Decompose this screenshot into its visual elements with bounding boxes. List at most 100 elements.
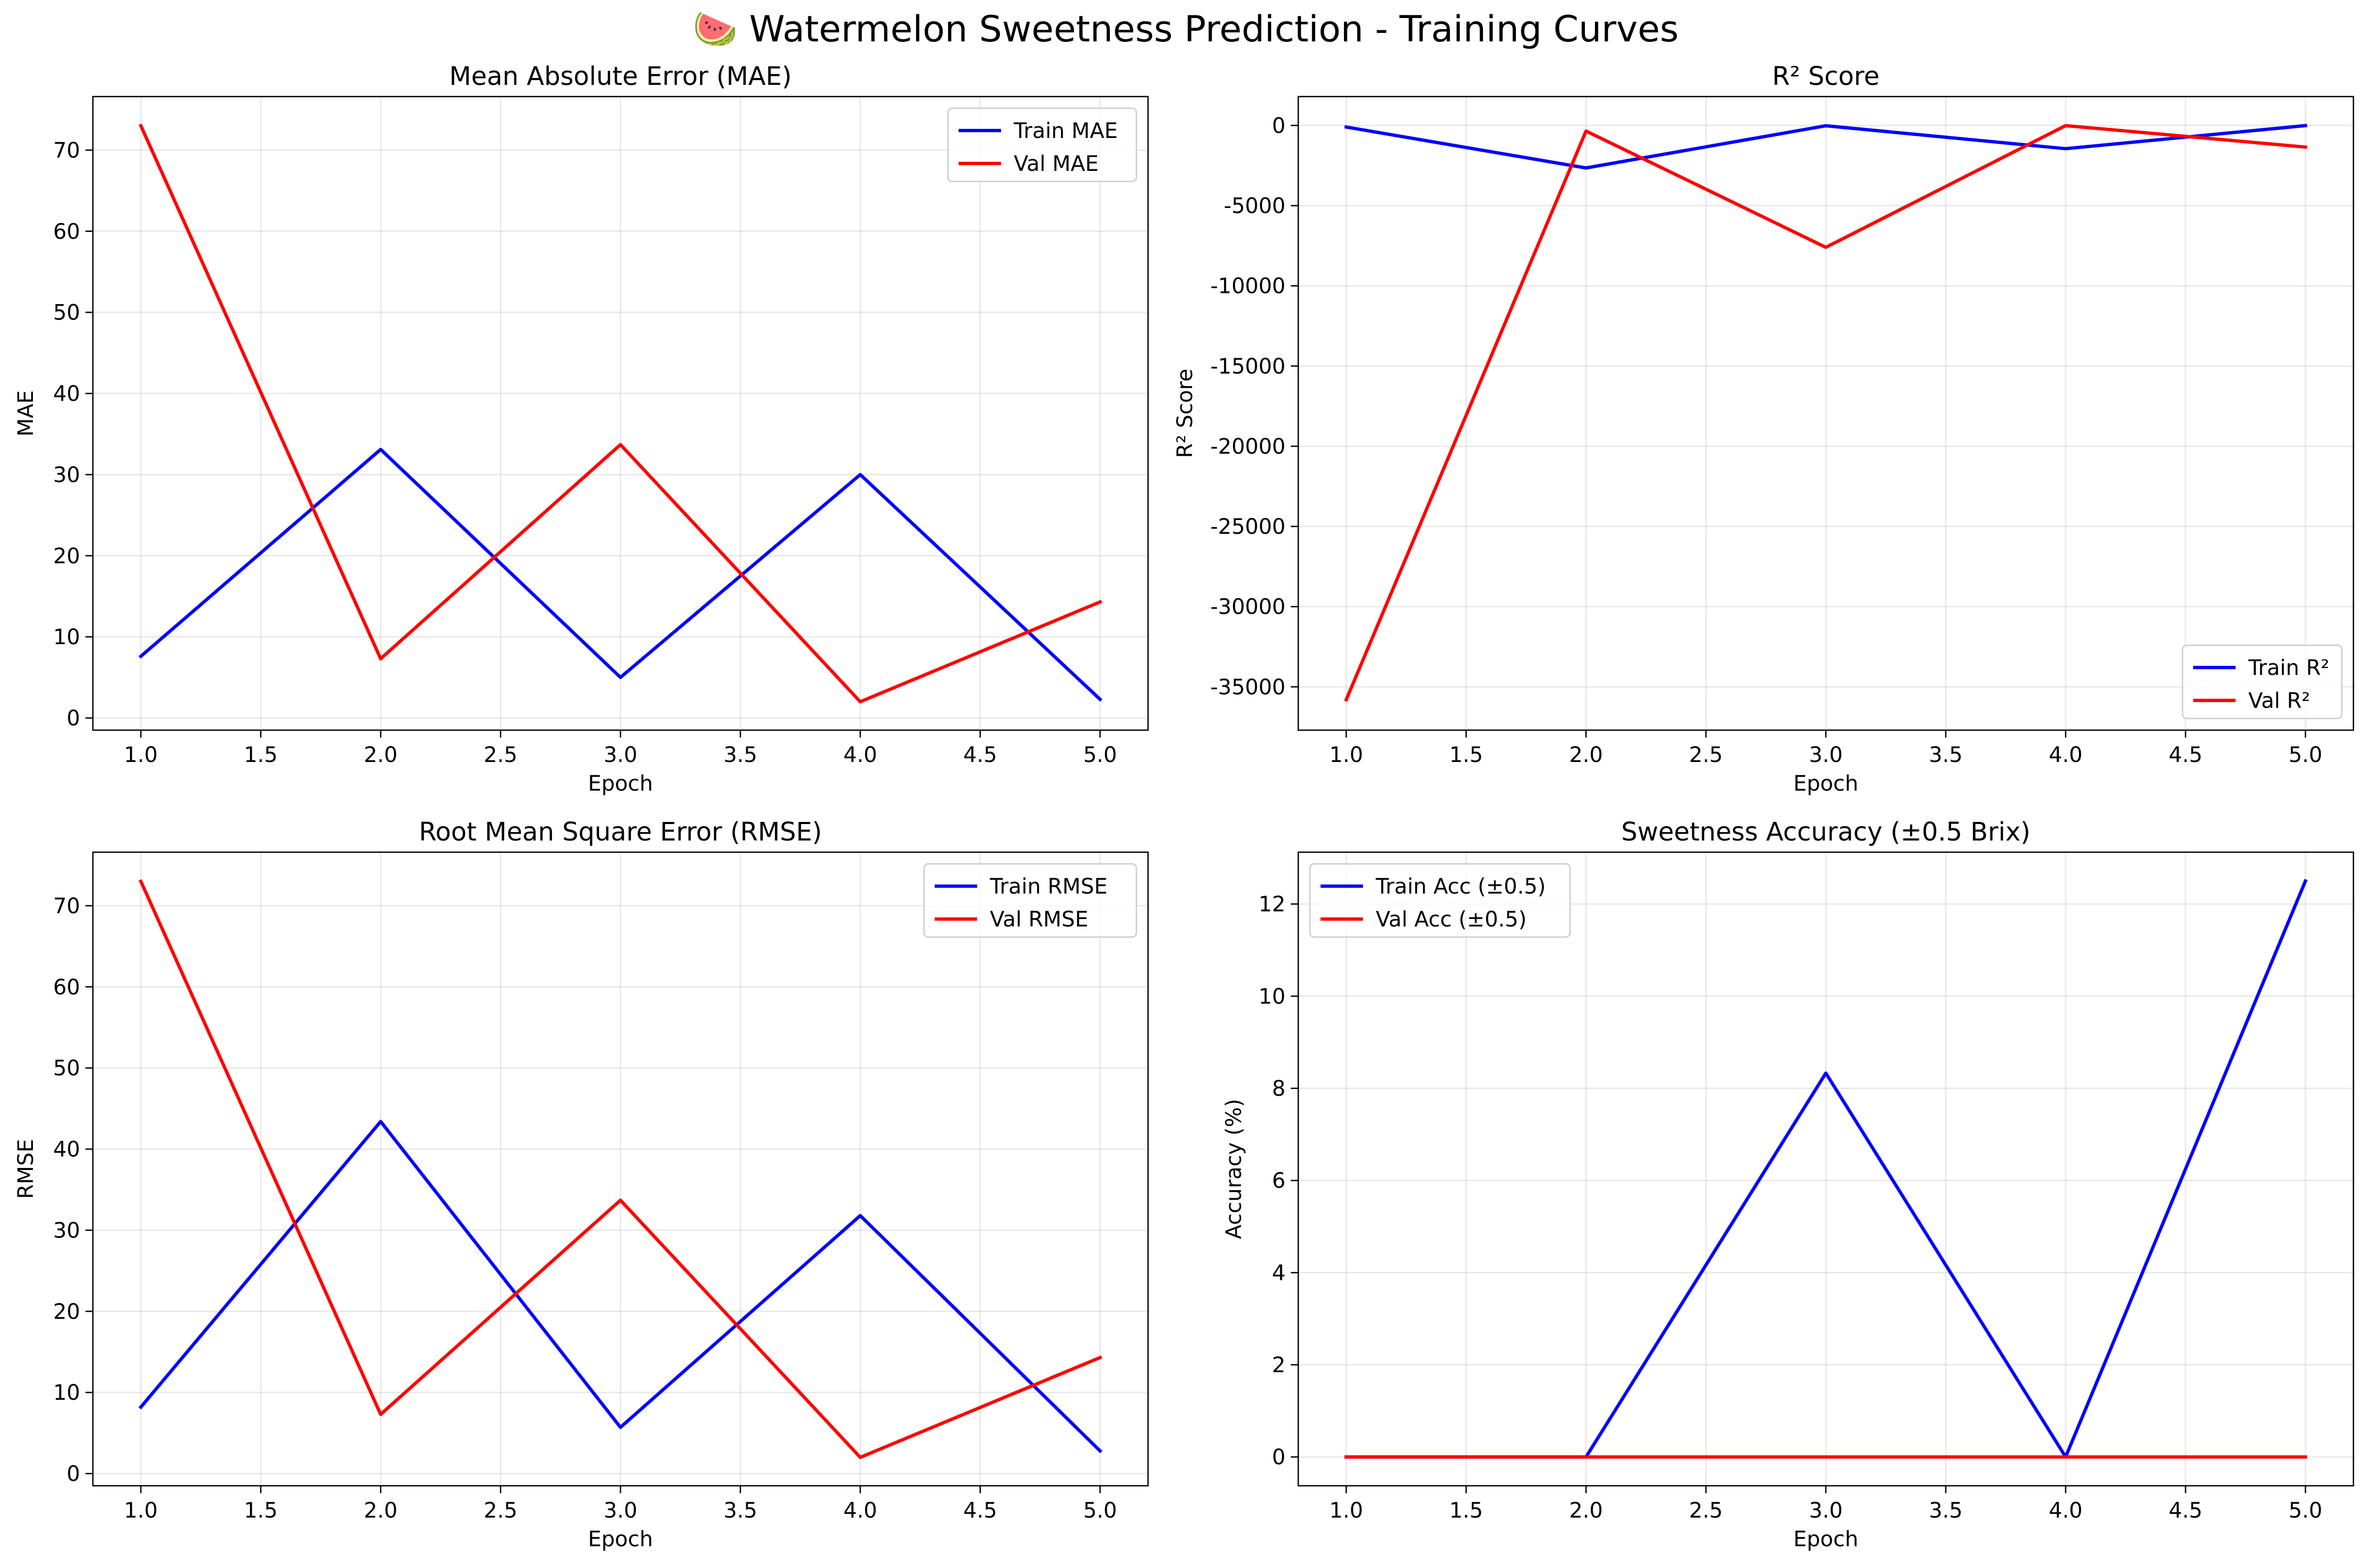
r2-y-tick-label-6: -30000 [1210, 595, 1286, 619]
mae-x-tick-label-7: 4.5 [963, 743, 997, 767]
accuracy-y-tick-label-3: 6 [1272, 1169, 1286, 1193]
accuracy-y-axis-label: Accuracy (%) [1222, 1099, 1246, 1240]
r2-y-tick-label-7: -35000 [1210, 675, 1286, 699]
rmse-y-tick-label-7: 70 [53, 894, 80, 919]
r2-x-tick-label-0: 1.0 [1330, 743, 1364, 767]
rmse-y-tick-label-1: 10 [53, 1381, 80, 1405]
mae-x-tick-label-2: 2.0 [364, 743, 398, 767]
mae-panel: 1.0 1.5 2.0 2.5 3.0 3.5 4.0 4.5 5.0 0 10 20 30 40 50 60… [14, 62, 1149, 796]
rmse-series-train-line [138, 1120, 1103, 1453]
r2-panel: 1.0 1.5 2.0 2.5 3.0 3.5 4.0 4.5 5.0 0 -5000 -10000 -… [1173, 62, 2354, 796]
mae-y-axis-label: MAE [14, 390, 38, 436]
mae-legend-val-label: Val MAE [1014, 152, 1099, 176]
mae-series-train-line [138, 447, 1103, 702]
rmse-y-tick-label-2: 20 [53, 1300, 80, 1324]
mae-x-axis-label: Epoch [588, 772, 653, 796]
mae-x-tick-label-8: 5.0 [1083, 743, 1117, 767]
mae-y-tick-label-6: 60 [53, 220, 80, 244]
r2-legend-train-label: Train R² [2248, 656, 2330, 680]
r2-y-tick-label-0: 0 [1272, 114, 1286, 138]
r2-y-tick-label-2: -10000 [1210, 274, 1286, 299]
mae-series-val-line [139, 123, 1102, 704]
mae-y-tick-label-7: 70 [53, 138, 80, 163]
r2-y-tick-label-4: -20000 [1210, 435, 1286, 459]
mae-y-tick-label-3: 30 [53, 463, 80, 487]
accuracy-panel-title: Sweetness Accuracy (±0.5 Brix) [1621, 817, 2031, 847]
rmse-x-tick-label-8: 5.0 [1083, 1498, 1117, 1523]
rmse-y-tick-label-6: 60 [53, 975, 80, 1000]
r2-panel-title: R² Score [1772, 62, 1879, 91]
r2-x-tick-label-4: 3.0 [1809, 743, 1843, 767]
rmse-y-tick-label-0: 0 [67, 1462, 80, 1486]
r2-series-val-line [1344, 124, 2307, 702]
accuracy-x-tick-label-7: 4.5 [2169, 1498, 2203, 1523]
accuracy-x-tick-label-5: 3.5 [1929, 1498, 1963, 1523]
rmse-x-tick-label-5: 3.5 [723, 1498, 757, 1523]
accuracy-legend-train-label: Train Acc (±0.5) [1375, 874, 1546, 899]
rmse-x-tick-label-1: 1.5 [244, 1498, 278, 1523]
rmse-panel-title: Root Mean Square Error (RMSE) [419, 817, 822, 847]
mae-x-tick-label-0: 1.0 [124, 743, 158, 767]
r2-x-tick-label-2: 2.0 [1569, 743, 1603, 767]
r2-x-tick-label-8: 5.0 [2289, 743, 2323, 767]
accuracy-x-tick-label-1: 1.5 [1449, 1498, 1483, 1523]
accuracy-y-tick-label-1: 2 [1272, 1353, 1286, 1378]
rmse-series-val-line [139, 879, 1102, 1459]
rmse-legend: Train RMSE Val RMSE [923, 863, 1137, 938]
rmse-legend-train-label: Train RMSE [989, 874, 1108, 899]
mae-y-tick-label-2: 20 [53, 544, 80, 568]
accuracy-legend-val-label: Val Acc (±0.5) [1376, 907, 1526, 932]
rmse-y-tick-label-4: 40 [53, 1138, 80, 1162]
r2-x-tick-label-7: 4.5 [2169, 743, 2203, 767]
mae-x-tick-label-3: 2.5 [484, 743, 517, 767]
mae-x-tick-label-6: 4.0 [843, 743, 877, 767]
mae-x-tick-label-4: 3.0 [603, 743, 637, 767]
rmse-y-tick-label-3: 30 [53, 1218, 80, 1243]
rmse-panel: 1.0 1.5 2.0 2.5 3.0 3.5 4.0 4.5 5.0 0 10 20 30 40 50 60… [14, 817, 1149, 1552]
accuracy-x-tick-label-8: 5.0 [2289, 1498, 2323, 1523]
r2-series-train-line [1344, 124, 2308, 170]
r2-legend-val-label: Val R² [2248, 689, 2310, 713]
r2-legend: Train R² Val R² [2181, 644, 2343, 720]
rmse-x-tick-label-0: 1.0 [124, 1498, 158, 1523]
mae-legend: Train MAE Val MAE [947, 107, 1137, 183]
mae-legend-train-label: Train MAE [1013, 119, 1118, 143]
accuracy-panel: 1.0 1.5 2.0 2.5 3.0 3.5 4.0 4.5 5.0 0 2 4 6 8 10 12 Swee… [1222, 817, 2354, 1552]
r2-y-tick-label-1: -5000 [1224, 194, 1286, 219]
r2-y-tick-label-5: -25000 [1210, 515, 1286, 539]
accuracy-legend-box [1309, 863, 1571, 938]
accuracy-x-tick-label-6: 4.0 [2049, 1498, 2083, 1523]
rmse-x-tick-label-2: 2.0 [364, 1498, 398, 1523]
mae-y-tick-label-5: 50 [53, 301, 80, 325]
accuracy-x-tick-label-4: 3.0 [1809, 1498, 1843, 1523]
accuracy-x-tick-label-0: 1.0 [1330, 1498, 1364, 1523]
accuracy-y-tick-label-5: 10 [1258, 984, 1286, 1009]
rmse-y-tick-label-5: 50 [53, 1056, 80, 1081]
rmse-x-tick-label-3: 2.5 [484, 1498, 517, 1523]
accuracy-y-tick-label-0: 0 [1272, 1445, 1286, 1470]
accuracy-y-tick-label-2: 4 [1272, 1261, 1286, 1285]
r2-x-tick-label-5: 3.5 [1929, 743, 1963, 767]
mae-y-tick-label-0: 0 [67, 706, 80, 731]
accuracy-x-tick-label-3: 2.5 [1689, 1498, 1723, 1523]
accuracy-y-tick-label-6: 12 [1258, 893, 1286, 917]
rmse-legend-val-label: Val RMSE [990, 907, 1089, 932]
accuracy-y-tick-label-4: 8 [1272, 1077, 1286, 1101]
mae-y-tick-label-4: 40 [53, 382, 80, 406]
figure-suptitle: 🍉 Watermelon Sweetness Prediction - Trai… [693, 8, 1678, 50]
mae-panel-title: Mean Absolute Error (MAE) [449, 62, 791, 91]
rmse-x-tick-label-4: 3.0 [603, 1498, 637, 1523]
r2-x-axis-label: Epoch [1793, 772, 1858, 796]
r2-x-tick-label-6: 4.0 [2049, 743, 2083, 767]
r2-y-tick-label-3: -15000 [1210, 354, 1286, 379]
rmse-x-axis-label: Epoch [588, 1527, 653, 1552]
mae-y-tick-label-1: 10 [53, 625, 80, 649]
mae-x-tick-label-5: 3.5 [723, 743, 757, 767]
rmse-y-axis-label: RMSE [14, 1139, 38, 1199]
r2-y-axis-label: R² Score [1173, 369, 1197, 458]
mae-x-tick-label-1: 1.5 [244, 743, 278, 767]
r2-x-tick-label-1: 1.5 [1449, 743, 1483, 767]
rmse-x-tick-label-7: 4.5 [963, 1498, 997, 1523]
accuracy-x-tick-label-2: 2.0 [1569, 1498, 1603, 1523]
